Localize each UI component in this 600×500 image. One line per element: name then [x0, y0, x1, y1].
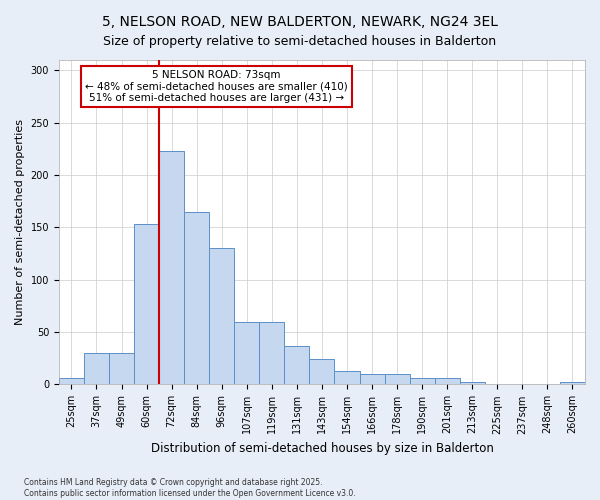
- Bar: [159, 151, 184, 384]
- Bar: [184, 212, 209, 384]
- Bar: [359, 374, 385, 384]
- Bar: [259, 322, 284, 384]
- Bar: [385, 374, 410, 384]
- Bar: [284, 346, 310, 385]
- Bar: [434, 378, 460, 384]
- Bar: [460, 382, 485, 384]
- Bar: [410, 378, 434, 384]
- Text: 5, NELSON ROAD, NEW BALDERTON, NEWARK, NG24 3EL: 5, NELSON ROAD, NEW BALDERTON, NEWARK, N…: [102, 15, 498, 29]
- Bar: [334, 371, 359, 384]
- Text: Contains HM Land Registry data © Crown copyright and database right 2025.
Contai: Contains HM Land Registry data © Crown c…: [24, 478, 356, 498]
- Bar: [310, 360, 334, 384]
- Bar: [59, 378, 84, 384]
- Bar: [84, 353, 109, 384]
- Bar: [209, 248, 234, 384]
- Bar: [134, 224, 159, 384]
- Bar: [109, 353, 134, 384]
- Text: Size of property relative to semi-detached houses in Balderton: Size of property relative to semi-detach…: [103, 35, 497, 48]
- X-axis label: Distribution of semi-detached houses by size in Balderton: Distribution of semi-detached houses by …: [151, 442, 493, 455]
- Bar: [560, 382, 585, 384]
- Text: 5 NELSON ROAD: 73sqm
← 48% of semi-detached houses are smaller (410)
51% of semi: 5 NELSON ROAD: 73sqm ← 48% of semi-detac…: [85, 70, 348, 103]
- Y-axis label: Number of semi-detached properties: Number of semi-detached properties: [15, 119, 25, 325]
- Bar: [234, 322, 259, 384]
